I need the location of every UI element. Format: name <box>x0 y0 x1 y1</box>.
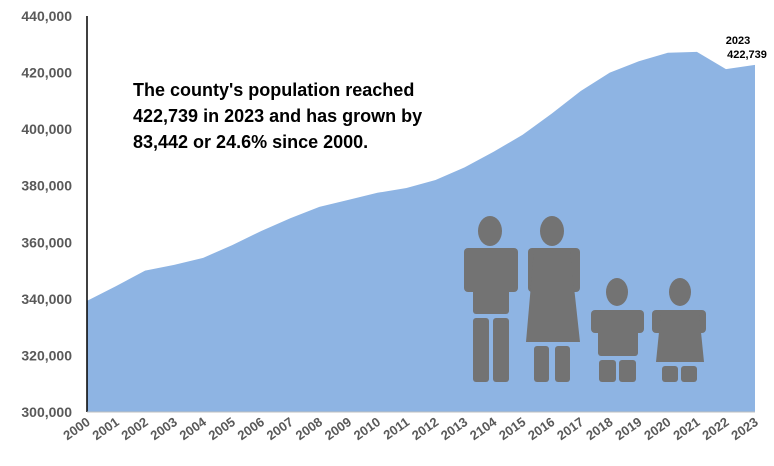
callout-text: The county's population reached 422,739 … <box>133 80 422 152</box>
x-tick-label: 2012 <box>409 414 441 443</box>
y-tick-label: 420,000 <box>21 65 72 81</box>
callout-line-2: 422,739 in 2023 and has grown by <box>133 106 422 126</box>
x-tick-label: 2020 <box>641 414 673 443</box>
y-tick-label: 320,000 <box>21 347 72 363</box>
y-tick-label: 360,000 <box>21 234 72 250</box>
x-tick-label: 2022 <box>699 414 731 443</box>
x-tick-label: 2017 <box>554 414 586 443</box>
x-tick-label: 2005 <box>206 414 238 443</box>
callout-line-3: 83,442 or 24.6% since 2000. <box>133 132 368 152</box>
population-area <box>87 51 755 413</box>
x-tick-label: 2004 <box>177 414 210 443</box>
x-tick-label: 2006 <box>235 414 267 443</box>
end-value-label: 2023 422,739 <box>726 35 767 61</box>
plot-area <box>86 16 755 413</box>
boy-figure-icon <box>591 278 644 382</box>
x-tick-label: 2013 <box>438 414 470 443</box>
x-tick-label: 2023 <box>728 414 760 443</box>
x-tick-label: 2008 <box>293 414 325 443</box>
y-tick-label: 380,000 <box>21 178 72 194</box>
end-label-year: 2023 <box>726 35 750 47</box>
x-tick-label: 2007 <box>264 414 296 443</box>
family-icon <box>464 216 706 382</box>
x-tick-label: 2016 <box>525 414 557 443</box>
mother-figure-icon <box>526 216 580 382</box>
y-tick-label: 340,000 <box>21 291 72 307</box>
x-tick-label: 2010 <box>351 414 383 443</box>
x-tick-label: 2104 <box>467 414 500 443</box>
y-axis-ticks: 300,000 320,000 340,000 360,000 380,000 400,0… <box>21 8 72 420</box>
x-tick-label: 2015 <box>496 414 528 443</box>
callout-line-1: The county's population reached <box>133 80 414 100</box>
girl-figure-icon <box>652 278 706 382</box>
x-tick-label: 2003 <box>148 414 180 443</box>
x-tick-label: 2009 <box>322 414 354 443</box>
x-axis-ticks: 2000200120022003200420052006200720082009… <box>60 414 760 443</box>
x-tick-label: 2011 <box>380 414 412 442</box>
y-tick-label: 300,000 <box>21 404 72 420</box>
x-tick-label: 2002 <box>119 414 151 443</box>
x-tick-label: 2021 <box>670 414 702 443</box>
x-tick-label: 2018 <box>583 414 615 443</box>
y-tick-label: 400,000 <box>21 121 72 137</box>
father-figure-icon <box>464 216 518 382</box>
end-label-value: 422,739 <box>727 49 767 61</box>
y-tick-label: 440,000 <box>21 8 72 24</box>
x-tick-label: 2019 <box>612 414 644 443</box>
x-tick-label: 2001 <box>89 414 121 443</box>
